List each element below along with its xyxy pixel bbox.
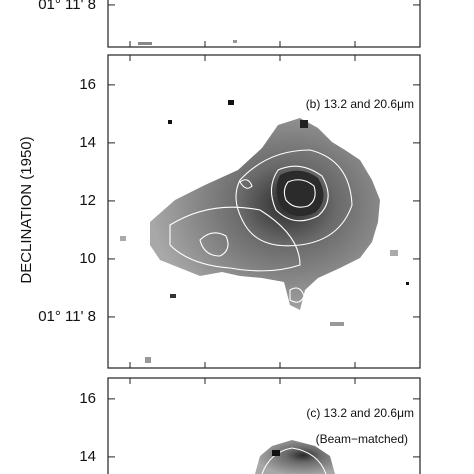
y-tick-label: 16 xyxy=(79,390,96,407)
panel-b-frame xyxy=(107,54,421,369)
annotation: (b) 13.2 and 20.6μm xyxy=(306,97,414,111)
y-tick-label: 12 xyxy=(79,192,96,209)
panel-c-frame xyxy=(107,377,421,474)
y-tick-label: 01° 11' 8 xyxy=(38,308,96,325)
annotation: (c) 13.2 and 20.6μm xyxy=(306,406,414,420)
panel-a-frame xyxy=(107,0,421,48)
x-ticks xyxy=(129,41,356,384)
panel-c-image xyxy=(255,440,335,474)
y-tick-label: 14 xyxy=(79,448,96,465)
y-tick-label: 14 xyxy=(79,134,96,151)
annotation: (Beam−matched) xyxy=(316,432,408,446)
panel-a-image xyxy=(138,40,237,45)
y-axis-label: DECLINATION (1950) xyxy=(18,136,35,283)
y-tick-label: 01° 11' 8 xyxy=(38,0,96,13)
y-tick-label: 10 xyxy=(79,250,96,267)
panel-b-image xyxy=(120,100,409,363)
y-tick-label: 16 xyxy=(79,76,96,93)
